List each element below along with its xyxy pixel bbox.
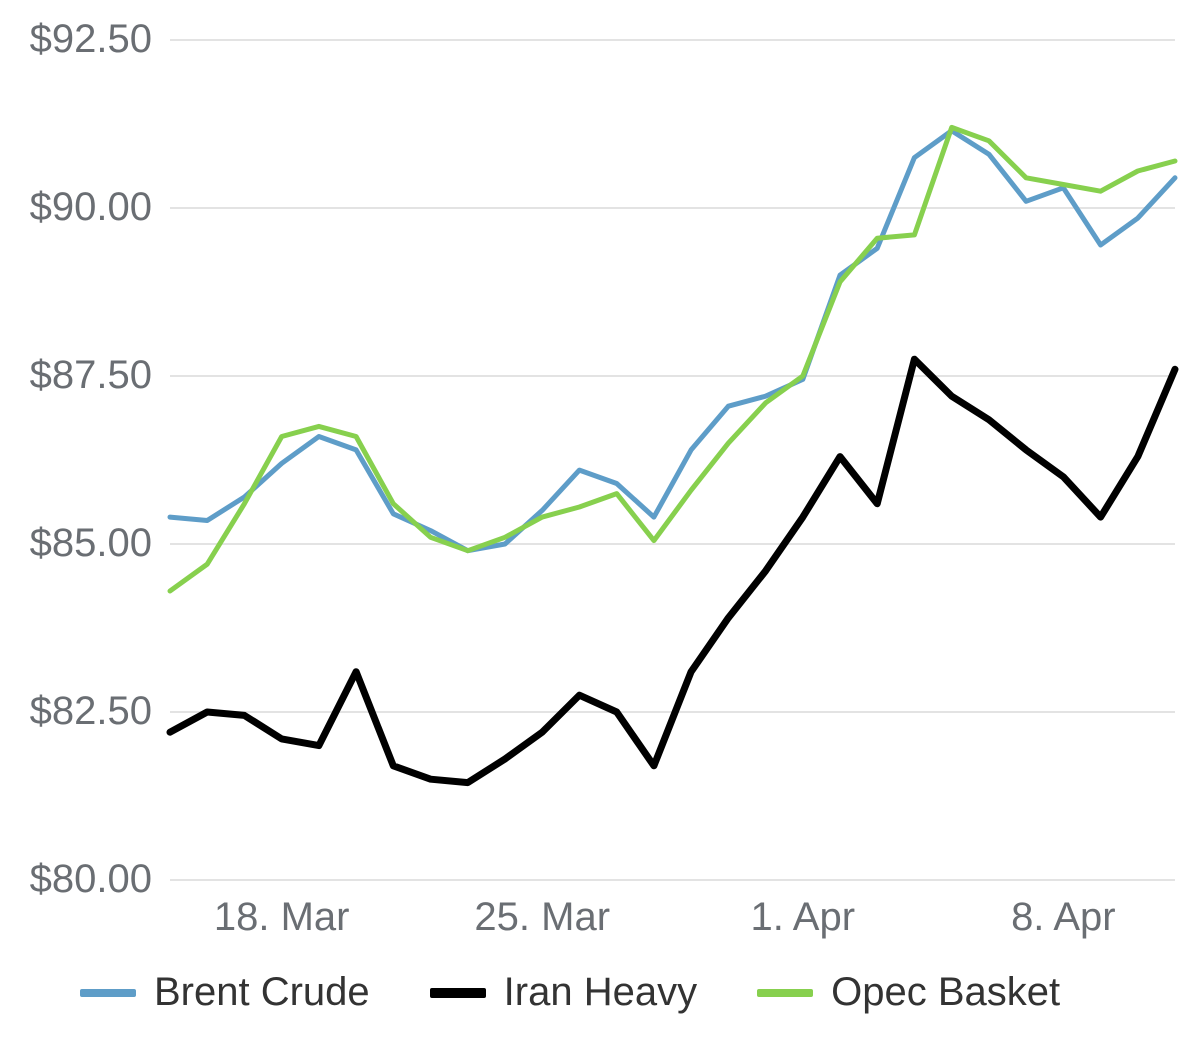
legend-item-brent: Brent Crude xyxy=(80,970,370,1015)
svg-text:$90.00: $90.00 xyxy=(30,185,152,229)
svg-text:25. Mar: 25. Mar xyxy=(474,895,610,939)
chart-legend: Brent Crude Iran Heavy Opec Basket xyxy=(20,940,1180,1015)
legend-swatch-opec xyxy=(757,989,813,997)
legend-label-opec: Opec Basket xyxy=(831,970,1060,1015)
svg-text:8. Apr: 8. Apr xyxy=(1011,895,1116,939)
svg-text:$85.00: $85.00 xyxy=(30,521,152,565)
svg-text:$92.50: $92.50 xyxy=(30,20,152,61)
legend-item-iran: Iran Heavy xyxy=(430,970,697,1015)
svg-text:$87.50: $87.50 xyxy=(30,353,152,397)
svg-text:$82.50: $82.50 xyxy=(30,689,152,733)
svg-text:$80.00: $80.00 xyxy=(30,857,152,901)
legend-item-opec: Opec Basket xyxy=(757,970,1060,1015)
oil-price-chart: $80.00 $82.50 $85.00 $87.50 $90.00 $92.50 18. … xyxy=(0,0,1200,1060)
legend-label-iran: Iran Heavy xyxy=(504,970,697,1015)
legend-swatch-iran xyxy=(430,988,486,998)
legend-label-brent: Brent Crude xyxy=(154,970,370,1015)
svg-text:1. Apr: 1. Apr xyxy=(751,895,856,939)
chart-plot: $80.00 $82.50 $85.00 $87.50 $90.00 $92.50 18. … xyxy=(20,20,1180,940)
svg-text:18. Mar: 18. Mar xyxy=(214,895,350,939)
legend-swatch-brent xyxy=(80,989,136,997)
